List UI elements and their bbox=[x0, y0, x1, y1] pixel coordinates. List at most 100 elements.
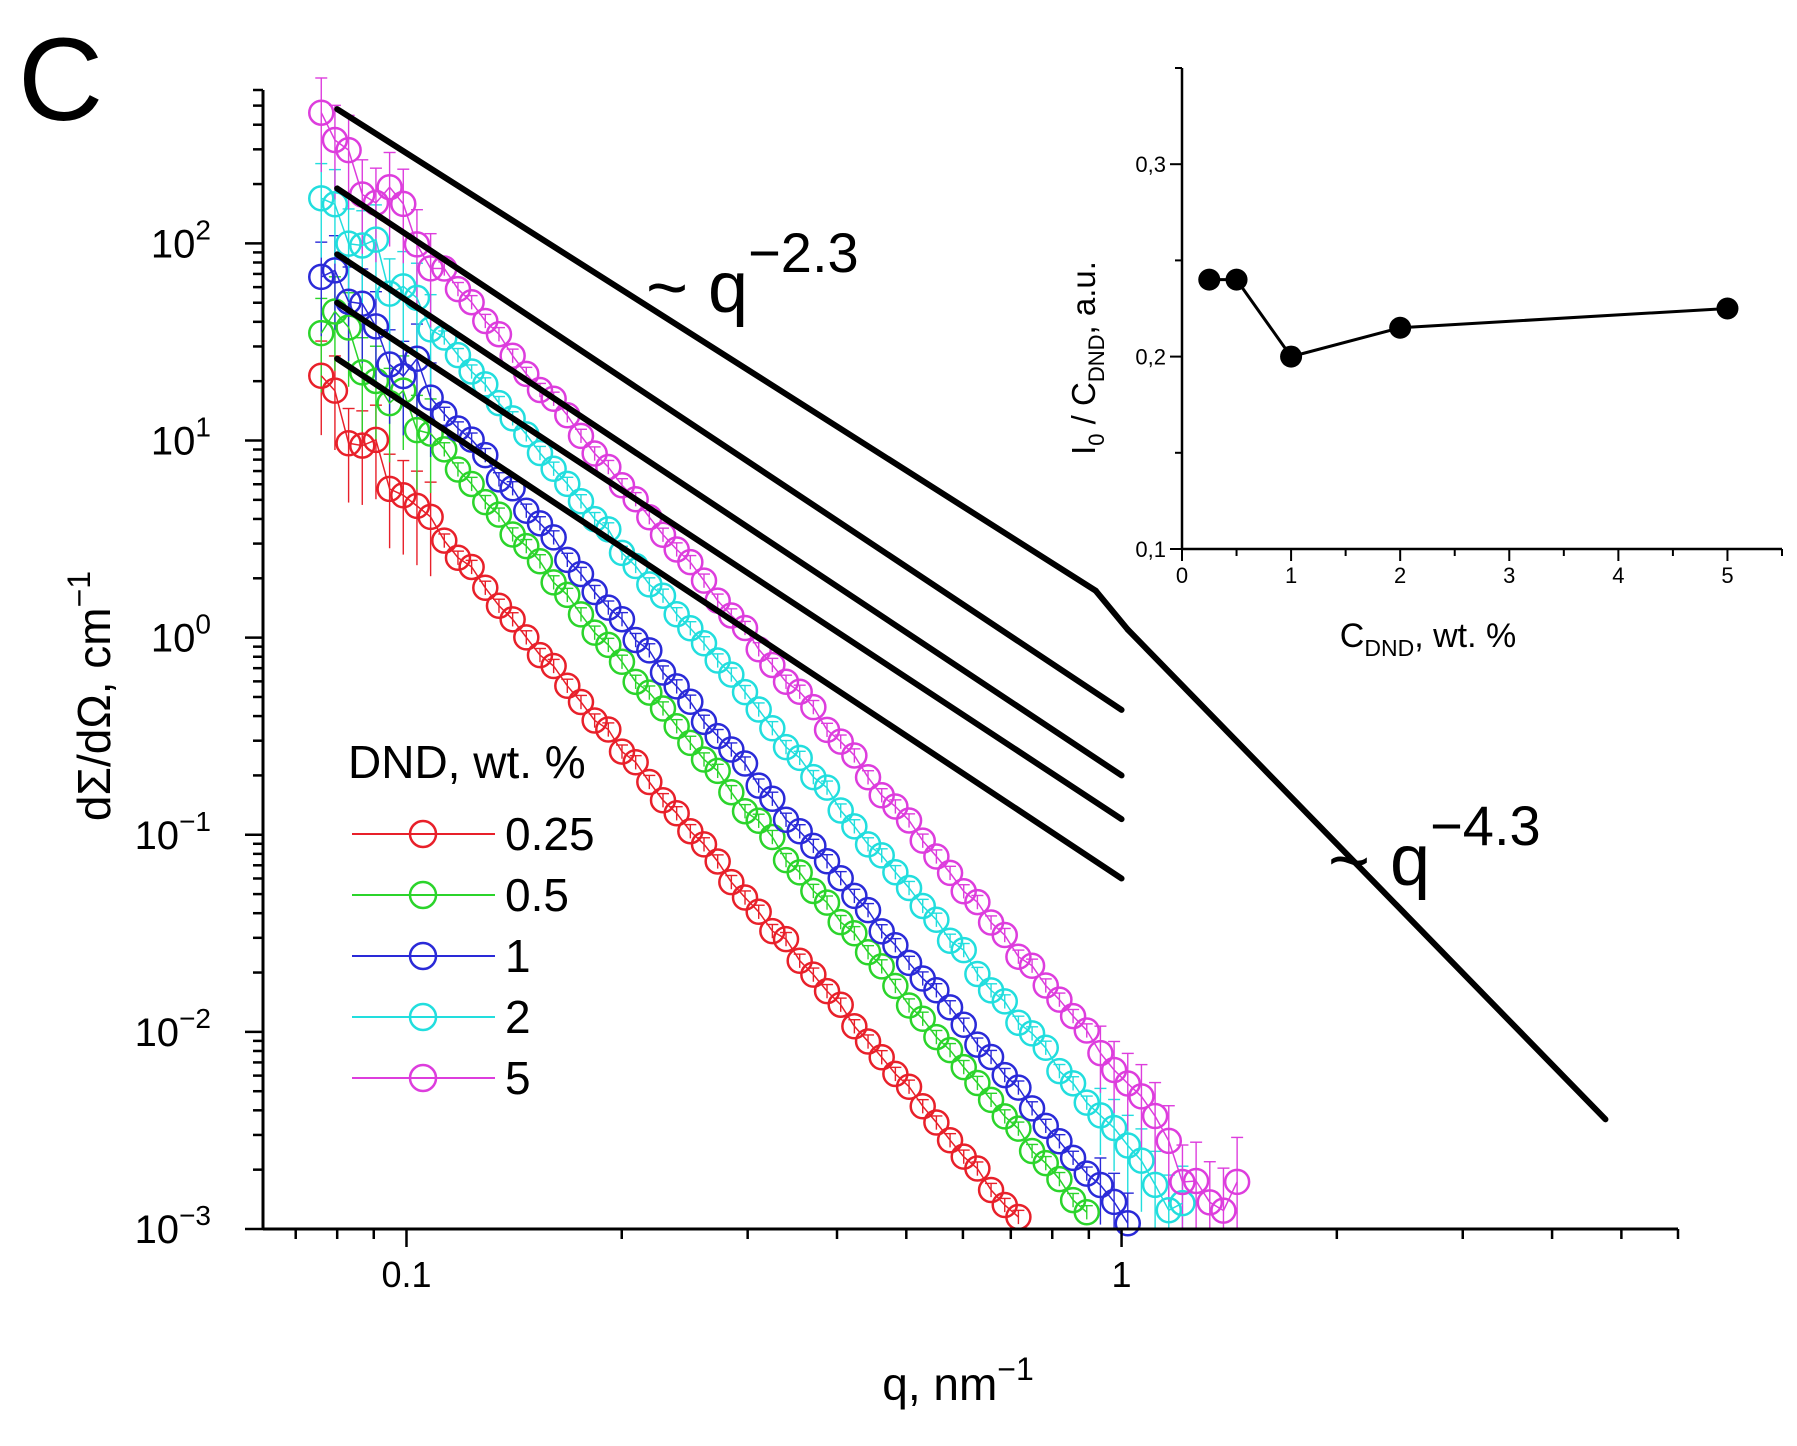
data-point bbox=[964, 1155, 991, 1182]
main-series bbox=[308, 99, 1251, 1237]
data-point bbox=[786, 744, 813, 772]
inset-chart: 0 1 2 3 4 5 0,1 0,2 0,3 CDND, wt. % I0 / CDND, a… bbox=[1065, 67, 1783, 661]
data-point bbox=[704, 722, 731, 750]
data-point bbox=[526, 439, 554, 467]
series-line-1 bbox=[320, 269, 1129, 1224]
data-point bbox=[321, 126, 349, 154]
data-point bbox=[786, 678, 813, 706]
data-point bbox=[854, 896, 882, 924]
data-point bbox=[499, 606, 526, 633]
data-point bbox=[936, 1126, 964, 1154]
data-point bbox=[718, 868, 745, 896]
data-point bbox=[718, 661, 745, 688]
data-point bbox=[540, 455, 567, 482]
data-point bbox=[977, 1176, 1005, 1204]
data-point bbox=[622, 485, 649, 513]
series-5 bbox=[308, 99, 1251, 1224]
data-point bbox=[731, 750, 759, 777]
legend-label: 1 bbox=[505, 930, 531, 982]
data-point bbox=[581, 440, 608, 467]
data-point bbox=[718, 736, 745, 763]
inset-x-tick-label: 3 bbox=[1503, 563, 1515, 588]
data-point bbox=[923, 906, 950, 934]
legend-swatch-marker bbox=[408, 941, 438, 971]
data-point bbox=[1005, 1009, 1032, 1037]
data-point bbox=[649, 582, 677, 609]
data-point bbox=[608, 648, 636, 676]
data-point bbox=[704, 848, 731, 875]
main-x-tick-label: 0.1 bbox=[381, 1254, 431, 1295]
main-y-tick-label: 102 bbox=[151, 214, 211, 266]
inset-y-tick-label: 0,2 bbox=[1135, 345, 1166, 370]
data-point bbox=[1059, 1002, 1087, 1030]
data-point bbox=[472, 307, 499, 335]
fit-line bbox=[334, 185, 1125, 713]
data-point bbox=[1032, 1034, 1059, 1062]
main-y-axis-label: dΣ/dΩ, cm−1 bbox=[61, 571, 120, 821]
data-point bbox=[731, 678, 759, 706]
data-point bbox=[1087, 1039, 1114, 1067]
data-point bbox=[786, 859, 813, 886]
data-point bbox=[731, 614, 759, 642]
series-line-0.25 bbox=[320, 375, 1019, 1218]
data-point bbox=[677, 688, 704, 715]
data-point bbox=[909, 1092, 936, 1120]
data-point bbox=[444, 544, 472, 571]
data-point bbox=[567, 560, 595, 588]
data-point bbox=[581, 707, 608, 734]
data-point bbox=[485, 501, 513, 528]
data-point bbox=[1046, 986, 1073, 1013]
fit-line bbox=[1124, 626, 1609, 1123]
data-point bbox=[554, 546, 581, 574]
data-point bbox=[1018, 952, 1046, 979]
data-point bbox=[1032, 1149, 1059, 1177]
data-point bbox=[800, 763, 827, 791]
data-point bbox=[936, 994, 964, 1021]
series-1 bbox=[308, 257, 1142, 1237]
data-point bbox=[1059, 1070, 1087, 1097]
data-point bbox=[649, 695, 677, 722]
data-point bbox=[403, 416, 431, 444]
data-point bbox=[390, 190, 417, 218]
data-point bbox=[895, 949, 923, 977]
legend-label: 0.5 bbox=[505, 869, 569, 921]
fit-line bbox=[334, 299, 1125, 823]
data-point bbox=[1155, 1127, 1183, 1155]
data-point bbox=[1169, 1168, 1196, 1196]
data-point bbox=[1196, 1189, 1224, 1216]
data-point bbox=[800, 693, 827, 721]
data-point bbox=[1100, 1188, 1128, 1216]
data-point bbox=[1210, 1197, 1237, 1224]
data-point bbox=[745, 807, 772, 835]
data-point bbox=[977, 1043, 1005, 1071]
data-point bbox=[321, 191, 349, 218]
slope-annotation-low-q: ~ q−2.3 bbox=[646, 221, 859, 328]
legend-label: 2 bbox=[505, 991, 531, 1043]
data-point bbox=[1114, 1132, 1142, 1159]
data-point bbox=[827, 864, 854, 892]
data-point bbox=[376, 475, 403, 503]
data-point bbox=[1087, 1171, 1114, 1199]
data-point bbox=[868, 1043, 895, 1071]
panel-label: C bbox=[18, 14, 103, 146]
data-point bbox=[704, 757, 731, 785]
series-2 bbox=[308, 185, 1196, 1224]
data-point bbox=[335, 230, 362, 257]
legend-title: DND, wt. % bbox=[348, 736, 586, 788]
data-point bbox=[458, 288, 485, 316]
data-point bbox=[390, 362, 417, 390]
data-point bbox=[895, 874, 923, 902]
data-point bbox=[417, 255, 444, 282]
data-point bbox=[485, 592, 513, 620]
legend: DND, wt. % 0.25 0.5 1 2 5 bbox=[348, 736, 595, 1104]
data-point bbox=[1005, 943, 1032, 970]
data-point bbox=[444, 341, 472, 369]
data-point bbox=[1100, 1056, 1128, 1084]
main-x-tick-label: 1 bbox=[1112, 1254, 1132, 1295]
data-point bbox=[868, 918, 895, 945]
data-point bbox=[472, 574, 499, 602]
data-point bbox=[444, 456, 472, 483]
data-point bbox=[431, 527, 458, 554]
inset-series-line bbox=[1209, 278, 1728, 359]
